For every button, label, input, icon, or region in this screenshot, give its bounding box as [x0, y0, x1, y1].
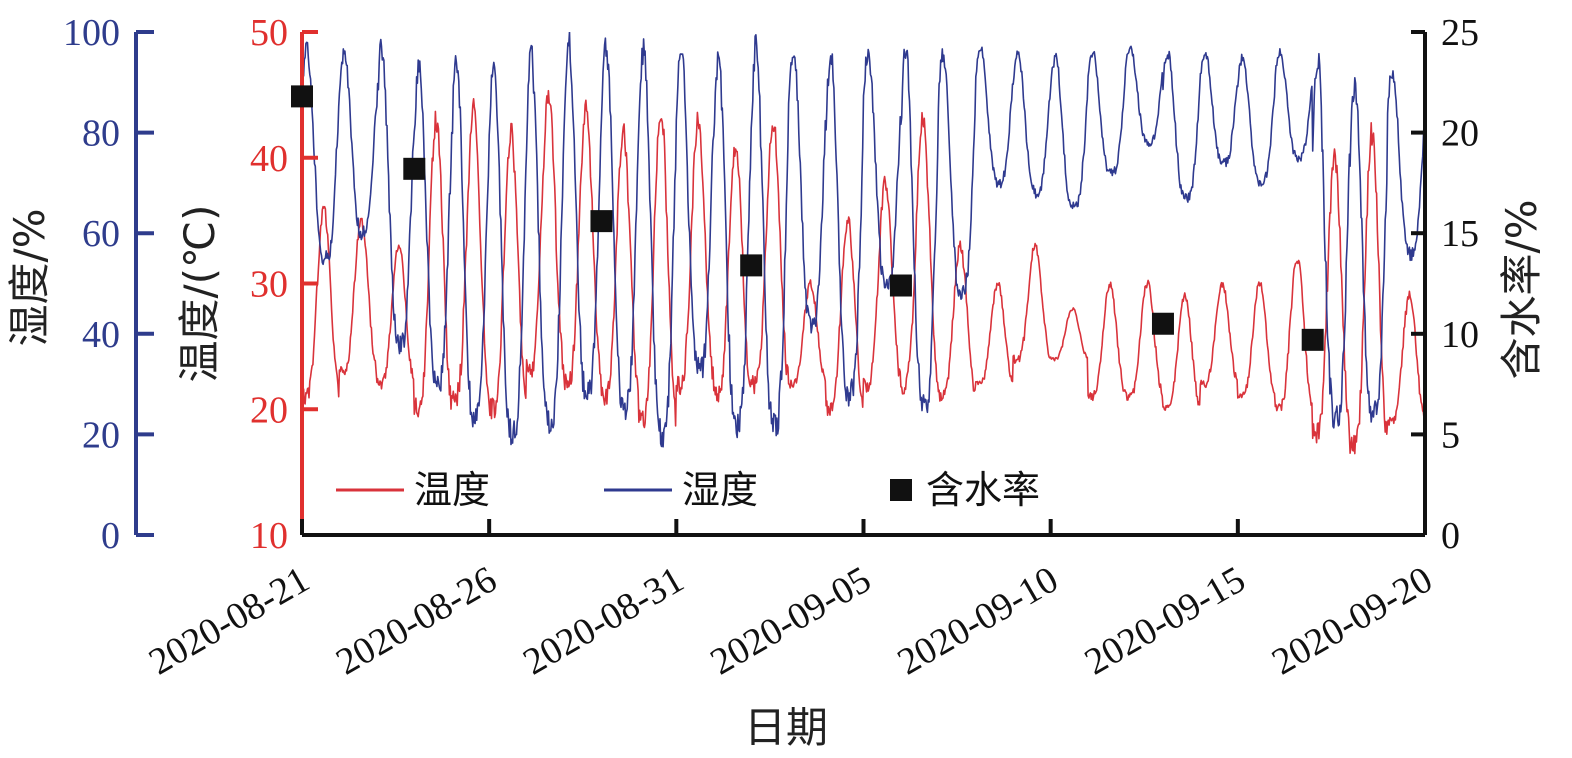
moisture-point: [403, 157, 426, 180]
legend-moisture-swatch: [890, 479, 912, 501]
legend-moisture-label: 含水率: [926, 468, 1040, 512]
temperature-tick-label: 10: [250, 515, 288, 557]
x-tick-label: 2020-09-15: [1078, 558, 1253, 683]
legend: 温度 湿度 含水率: [336, 468, 1040, 512]
temperature-tick-label: 20: [250, 389, 288, 431]
humidity-tick-label: 100: [63, 12, 120, 54]
x-tick-label: 2020-09-10: [891, 558, 1066, 683]
moisture-point: [740, 254, 763, 277]
humidity-tick-label: 80: [82, 113, 120, 155]
x-tick-label: 2020-08-31: [516, 558, 691, 683]
x-tick-label: 2020-08-21: [142, 558, 317, 683]
moisture-tick-label: 10: [1441, 314, 1479, 356]
moisture-points-layer: [291, 85, 1324, 351]
humidity-tick-label: 0: [101, 515, 120, 557]
temperature-tick-label: 50: [250, 12, 288, 54]
moisture-point: [1301, 328, 1324, 351]
humidity-tick-label: 40: [82, 314, 120, 356]
series-line-humidity: [302, 32, 1425, 448]
moisture-tick-label: 5: [1441, 414, 1460, 456]
moisture-tick-label: 25: [1441, 12, 1479, 54]
humidity-axis-title: 湿度/%: [5, 208, 54, 346]
moisture-point: [590, 210, 613, 233]
moisture-tick-label: 15: [1441, 213, 1479, 255]
moisture-axis-title: 含水率/%: [1497, 199, 1546, 379]
x-tick-label: 2020-09-05: [703, 558, 878, 683]
temperature-tick-label: 40: [250, 138, 288, 180]
x-tick-label: 2020-08-26: [329, 558, 504, 683]
x-tick-label: 2020-09-20: [1265, 558, 1440, 683]
moisture-tick-label: 0: [1441, 515, 1460, 557]
moisture-point: [291, 85, 313, 108]
axes-layer: 0 20 40 60 80 100 湿度/% 10 20 30 40 50 温度/(℃) 0 5 10 15 20…: [5, 12, 1546, 752]
humidity-tick-label: 60: [82, 213, 120, 255]
moisture-point: [1151, 312, 1174, 335]
series-line-temperature: [302, 89, 1425, 455]
temperature-tick-label: 30: [250, 264, 288, 306]
moisture-point: [889, 274, 912, 297]
moisture-tick-label: 20: [1441, 113, 1479, 155]
humidity-tick-label: 20: [82, 414, 120, 456]
temperature-axis-title: 温度/(℃): [175, 204, 224, 382]
series-lines-layer: [302, 32, 1425, 455]
legend-temperature-label: 温度: [414, 468, 490, 512]
x-axis-title: 日期: [744, 703, 828, 752]
legend-humidity-label: 湿度: [682, 468, 758, 512]
